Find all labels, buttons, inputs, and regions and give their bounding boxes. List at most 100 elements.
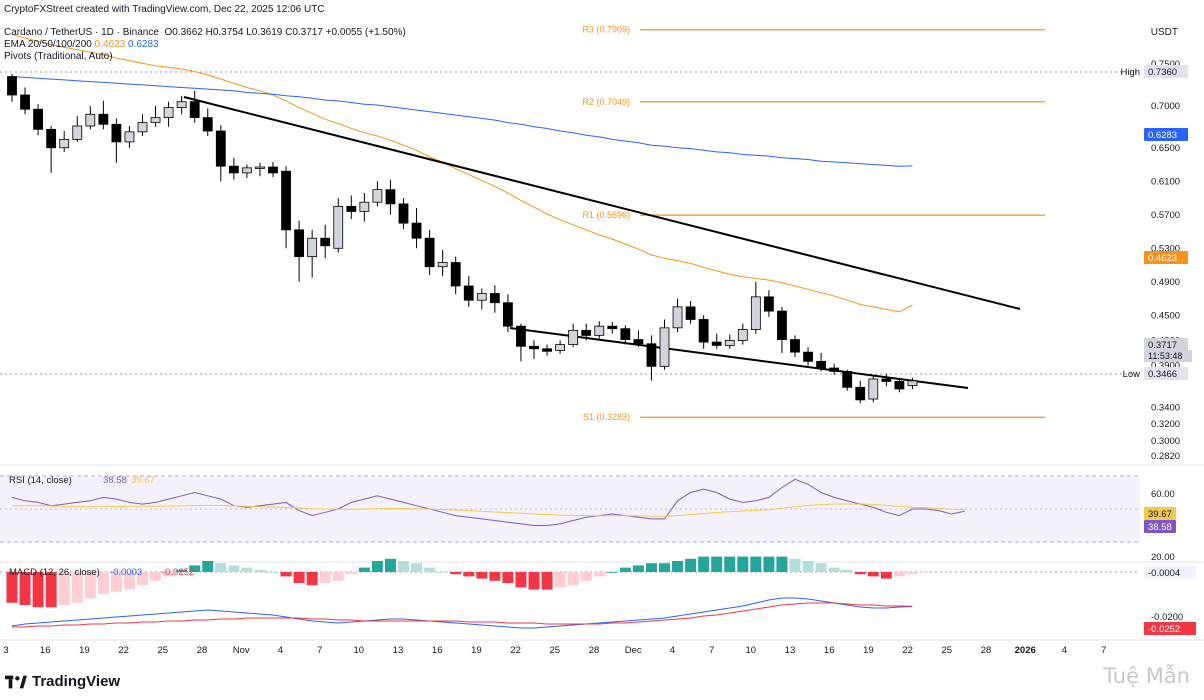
low-value-tag-bg xyxy=(1144,367,1188,380)
time-tick-label: 7 xyxy=(709,645,714,656)
watermark: Tuệ Mẫn xyxy=(1103,664,1190,688)
macd-histogram-bar xyxy=(306,572,318,586)
price-tick-label: 0.2820 xyxy=(1151,451,1180,462)
time-tick-label: 25 xyxy=(158,645,169,656)
candle-body xyxy=(737,329,748,341)
macd-histogram-bar xyxy=(606,572,618,573)
candle-body xyxy=(685,306,696,320)
candle-body xyxy=(424,237,435,268)
macd-histogram-bar xyxy=(6,572,18,603)
price-tick-label: 0.7500 xyxy=(1151,59,1180,70)
time-tick-label: 4 xyxy=(670,645,675,656)
ema-legend[interactable]: EMA 20/50/100/200 0.4623 0.6283 xyxy=(4,39,159,50)
candle-body xyxy=(868,378,879,400)
macd-histogram-bar xyxy=(776,556,788,572)
macd-histogram-bar xyxy=(97,572,109,594)
pivots-legend[interactable]: Pivots (Traditional, Auto) xyxy=(4,51,113,62)
candle-body xyxy=(124,131,135,143)
ema50-value: 0.4623 xyxy=(94,39,126,50)
macd-signal-line xyxy=(12,602,913,628)
candle-body xyxy=(907,380,918,386)
macd-histogram-bar xyxy=(110,572,122,592)
tradingview-logo-text: TradingView xyxy=(32,673,121,690)
symbol-line: Cardano / TetherUS · 1D · Binance O0.366… xyxy=(4,27,406,38)
macd-histogram-bar xyxy=(515,572,527,588)
macd-histogram-bar xyxy=(176,569,188,572)
candle-body xyxy=(398,203,409,224)
time-tick-label: 19 xyxy=(471,645,482,656)
rsi-tick-20: 20.00 xyxy=(1151,552,1175,563)
rsi-label: RSI (14, close) xyxy=(9,475,72,486)
macd-histogram-bar xyxy=(228,565,240,572)
price-tick-label: 0.7000 xyxy=(1151,101,1180,112)
candle-body xyxy=(176,101,187,108)
countdown-label: 11:53:48 xyxy=(1148,351,1182,361)
time-tick-label: 25 xyxy=(942,645,953,656)
time-tick-label: 19 xyxy=(79,645,90,656)
time-tick-label: 25 xyxy=(550,645,561,656)
time-tick-label: 22 xyxy=(510,645,521,656)
time-tick-label: 2026 xyxy=(1015,645,1036,656)
last-price-tag-bg xyxy=(1144,338,1188,351)
price-tick-label: 0.4900 xyxy=(1151,277,1180,288)
macd-histogram-bar xyxy=(567,572,579,586)
time-tick-label: 13 xyxy=(785,645,796,656)
ema-label: EMA 20/50/100/200 xyxy=(4,39,92,50)
candle-body xyxy=(855,386,866,401)
macd-histogram-bar xyxy=(58,572,70,605)
candle-body xyxy=(320,237,331,247)
candle-body xyxy=(150,117,161,124)
macd-histogram-bar xyxy=(854,572,866,575)
macd-value-1: -0.0003 xyxy=(110,567,142,578)
candle-body xyxy=(307,237,318,258)
price-tick-label: 0.5300 xyxy=(1151,243,1180,254)
candle-body xyxy=(750,296,761,330)
ema50-price-tag-bg xyxy=(1144,251,1188,264)
rsi-value-tag: 38.58 xyxy=(1148,522,1172,533)
macd-histogram-bar xyxy=(867,572,879,577)
macd-histogram-bar xyxy=(502,572,514,583)
macd-histogram-bar xyxy=(802,561,814,572)
macd-histogram-bar xyxy=(384,558,396,572)
pivot-label-1: R2 (0.7049) xyxy=(582,97,630,107)
tradingview-logo[interactable]: TradingView xyxy=(5,673,120,690)
candle-body xyxy=(85,113,96,127)
time-tick-label: 7 xyxy=(1101,645,1106,656)
candle-body xyxy=(476,293,487,301)
symbol-title[interactable]: Cardano / TetherUS · 1D · Binance xyxy=(4,27,159,38)
tradingview-logo-icon xyxy=(5,675,27,688)
macd-histogram-bar xyxy=(371,561,383,572)
macd-histogram-bar xyxy=(450,572,462,575)
macd-histogram-bar xyxy=(528,572,540,590)
candle-body xyxy=(411,222,422,239)
candle-body xyxy=(189,101,200,119)
macd-histogram-bar xyxy=(750,556,762,572)
macd-histogram-bar xyxy=(84,572,96,599)
macd-hist-tag: -0.0004 xyxy=(1148,568,1180,579)
candle-body xyxy=(568,329,579,345)
macd-histogram-bar xyxy=(345,572,357,575)
ohlc-values: O0.3662 H0.3754 L0.3619 C0.3717 +0.0055 … xyxy=(164,27,406,38)
macd-histogram-bar xyxy=(280,572,292,577)
candle-body xyxy=(294,229,305,258)
macd-histogram-bar xyxy=(880,572,892,579)
macd-histogram-bar xyxy=(463,572,475,577)
candle-body xyxy=(672,306,683,329)
candle-body xyxy=(255,166,265,169)
macd-histogram-bar xyxy=(215,563,227,572)
macd-histogram-bar xyxy=(424,567,436,572)
time-tick-label: 4 xyxy=(1062,645,1067,656)
chart-credit: CryptoFXStreet created with TradingView.… xyxy=(4,4,325,15)
candle-body xyxy=(163,107,174,119)
macd-histogram-bar xyxy=(632,565,644,572)
macd-histogram-bar xyxy=(123,572,135,590)
high-value-tag-bg xyxy=(1144,65,1188,78)
macd-histogram-bar xyxy=(580,572,592,581)
macd-histogram-bar xyxy=(411,563,423,572)
pivot-label-2: R1 (0.5696) xyxy=(582,210,630,220)
time-tick-label: 16 xyxy=(40,645,51,656)
candle-body xyxy=(516,325,526,347)
countdown-bg xyxy=(1144,350,1192,362)
rsi-value: 38.58 xyxy=(103,475,127,486)
